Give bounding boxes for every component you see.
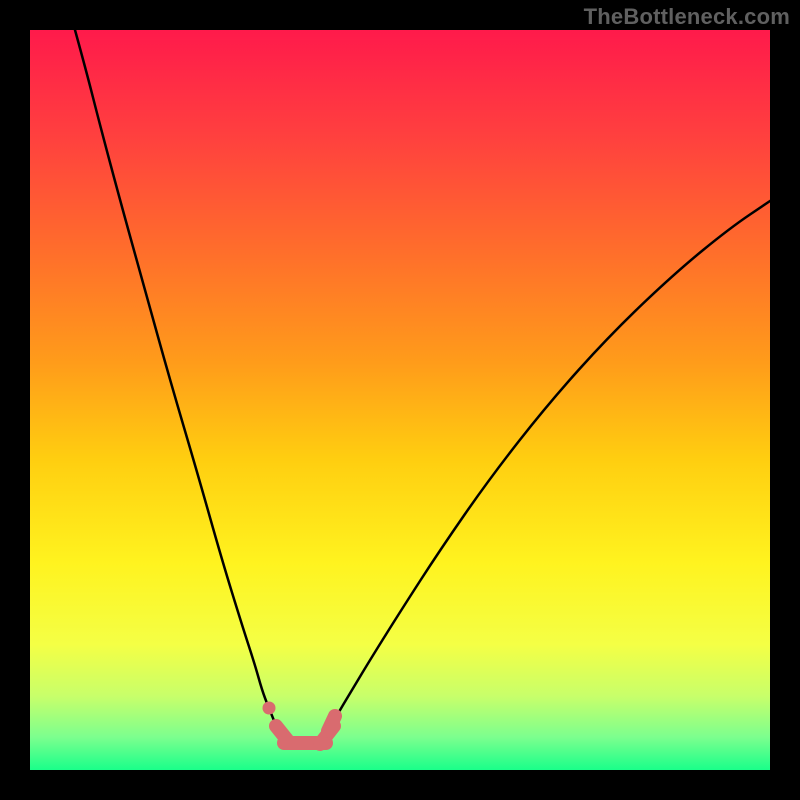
chart-svg: [0, 0, 800, 800]
bottleneck-chart: TheBottleneck.com: [0, 0, 800, 800]
marker-dot: [263, 702, 276, 715]
chart-plot-area: [30, 30, 770, 770]
watermark-text: TheBottleneck.com: [584, 4, 790, 30]
marker-pill: [328, 716, 335, 731]
